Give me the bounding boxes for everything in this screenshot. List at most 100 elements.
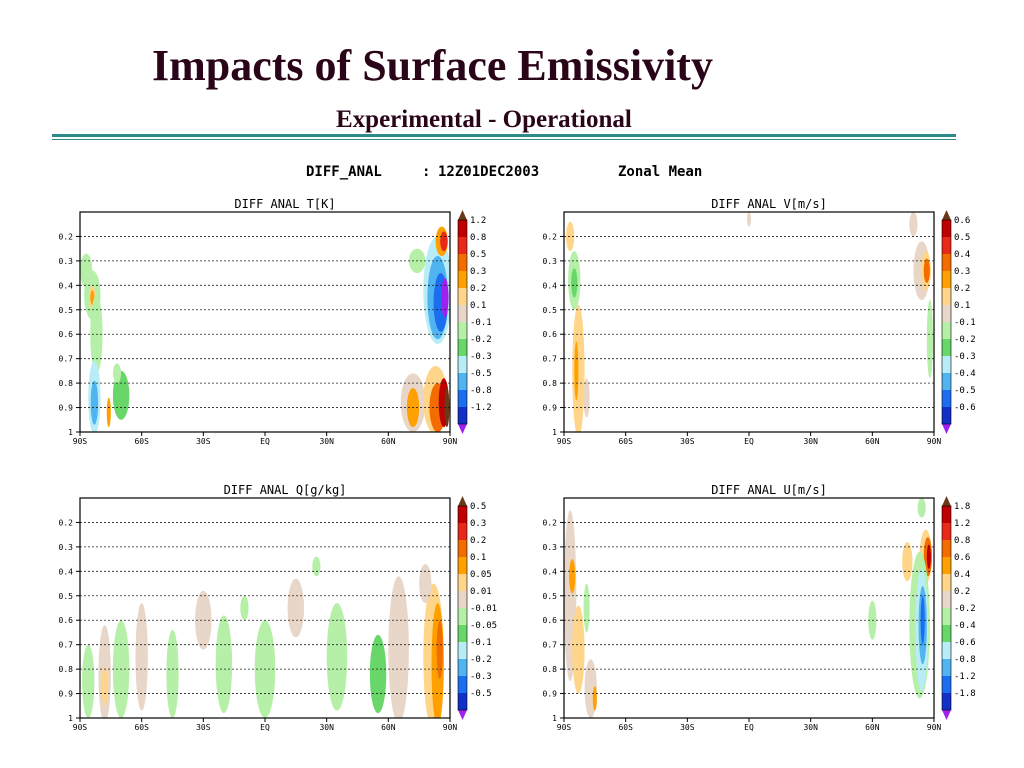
colorbar-label: 1.8 <box>954 502 970 512</box>
colorbar-cap-bottom <box>458 424 467 434</box>
title-rule <box>52 134 956 137</box>
colorbar-label: -1.8 <box>954 689 976 699</box>
colorbar-label: -0.5 <box>470 369 492 379</box>
colorbar-label: 0.8 <box>954 536 970 546</box>
figure-kind: Zonal Mean <box>618 164 703 180</box>
y-tick-label: 0.5 <box>59 306 74 315</box>
y-tick-label: 0.3 <box>59 257 74 266</box>
shaded-region-4 <box>572 304 585 432</box>
x-tick-label: 30N <box>803 723 818 732</box>
colorbar-swatch-6 <box>942 305 951 322</box>
colorbar-swatch-10 <box>942 373 951 390</box>
x-tick-label: 30S <box>196 723 211 732</box>
shaded-region-9 <box>926 544 931 569</box>
x-tick-label: 90S <box>73 723 88 732</box>
x-tick-label: 60S <box>134 437 149 446</box>
colorbar-label: -0.2 <box>470 655 492 665</box>
x-tick-label: EQ <box>260 437 270 446</box>
x-tick-label: 90N <box>443 437 458 446</box>
plot-frame <box>79 211 451 433</box>
colorbar-swatch-3 <box>458 254 467 271</box>
y-tick-label: 0.2 <box>543 232 558 241</box>
shaded-region-6 <box>583 583 590 633</box>
x-tick-label: 90N <box>443 723 458 732</box>
colorbar-swatch-3 <box>458 540 467 557</box>
x-tick-label: 30S <box>680 723 695 732</box>
colorbar-label: 0.2 <box>954 587 970 597</box>
colorbar-label: -1.2 <box>470 403 492 413</box>
colorbar-label: 0.1 <box>470 301 486 311</box>
y-tick-label: 0.7 <box>59 641 74 650</box>
colorbar-swatch-1 <box>458 506 467 523</box>
colorbar-swatch-1 <box>942 506 951 523</box>
colorbar-swatch-4 <box>458 271 467 288</box>
colorbar-swatch-6 <box>942 591 951 608</box>
colorbar-swatch-11 <box>458 676 467 693</box>
shaded-region-20 <box>441 278 449 318</box>
colorbar-label: 0.1 <box>954 301 970 311</box>
x-tick-label: 60S <box>134 723 149 732</box>
x-tick-label: 90S <box>73 437 88 446</box>
x-tick-label: 30S <box>196 437 211 446</box>
colorbar-swatch-9 <box>942 356 951 373</box>
shaded-region-3 <box>571 268 578 298</box>
shaded-region-16 <box>444 388 450 428</box>
panel-title: DIFF ANAL U[m/s] <box>711 483 827 497</box>
colorbar-swatch-5 <box>942 574 951 591</box>
colorbar-label: 0.5 <box>470 502 486 512</box>
y-tick-label: 1 <box>68 428 73 437</box>
x-tick-label: 60N <box>381 437 396 446</box>
colorbar-label: -0.2 <box>954 335 976 345</box>
x-tick-label: 60N <box>381 723 396 732</box>
y-tick-label: 1 <box>552 428 557 437</box>
shaded-regions <box>566 212 933 432</box>
y-tick-label: 0.2 <box>543 518 558 527</box>
y-tick-label: 0.4 <box>59 281 74 290</box>
y-tick-label: 0.6 <box>59 616 74 625</box>
colorbar-swatch-8 <box>942 339 951 356</box>
y-tick-label: 0.7 <box>59 355 74 364</box>
shaded-region-3 <box>101 666 108 706</box>
colorbar-swatch-4 <box>458 557 467 574</box>
shaded-region-10 <box>112 363 122 384</box>
plot-frame <box>563 497 935 719</box>
colorbar-frame <box>941 219 952 425</box>
colorbar-swatch-6 <box>458 305 467 322</box>
panel-title: DIFF ANAL V[m/s] <box>711 197 827 211</box>
colorbar-label: -0.6 <box>954 403 976 413</box>
colorbar-label: 0.05 <box>470 570 492 580</box>
shaded-regions <box>564 498 932 718</box>
colorbar-label: 0.3 <box>470 267 486 277</box>
colorbar-swatch-7 <box>458 322 467 339</box>
figure-field: DIFF_ANAL <box>306 164 382 180</box>
y-tick-label: 0.7 <box>543 355 558 364</box>
colorbar-label: -0.3 <box>954 352 976 362</box>
colorbar-cap-bottom <box>942 424 951 434</box>
x-tick-label: 30N <box>319 723 334 732</box>
colorbar-cap-bottom <box>458 710 467 720</box>
shaded-region-1 <box>82 644 95 718</box>
shaded-region-15 <box>917 498 926 518</box>
plot-frame <box>79 497 451 719</box>
y-tick-label: 0.2 <box>59 518 74 527</box>
colorbar-swatch-7 <box>458 608 467 625</box>
colorbar-swatch-2 <box>942 523 951 540</box>
colorbar-swatch-4 <box>942 271 951 288</box>
x-tick-label: 30N <box>319 437 334 446</box>
colorbar-swatch-1 <box>458 220 467 237</box>
x-tick-label: EQ <box>260 723 270 732</box>
figure-separator: : <box>422 164 431 180</box>
colorbar-cap-top <box>942 496 951 506</box>
colorbar-swatch-10 <box>458 659 467 676</box>
colorbar-label: 0.3 <box>470 519 486 529</box>
colorbar-label: 0.01 <box>470 587 492 597</box>
x-tick-label: 60N <box>865 437 880 446</box>
colorbar-label: -0.05 <box>470 621 497 631</box>
shaded-region-7 <box>90 380 99 425</box>
panel-title: DIFF ANAL Q[g/kg] <box>224 483 347 497</box>
shaded-region-12 <box>746 212 752 227</box>
colorbar-label: -0.4 <box>954 369 976 379</box>
colorbar-label: -0.5 <box>954 386 976 396</box>
